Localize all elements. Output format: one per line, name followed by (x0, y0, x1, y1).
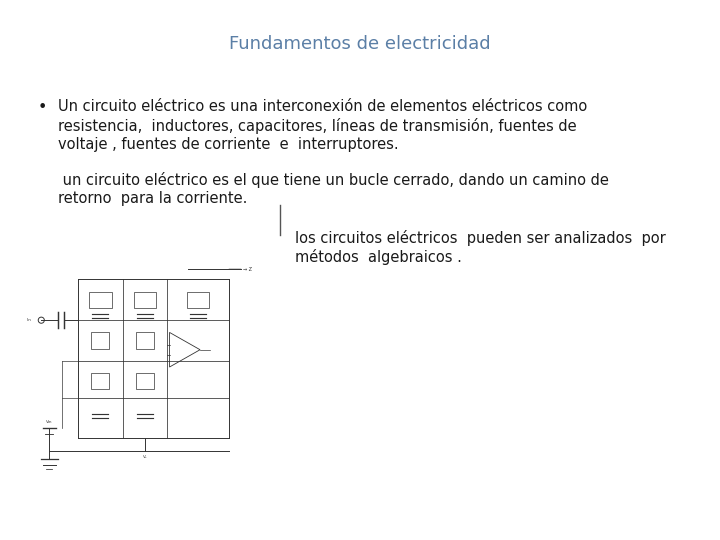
Text: Vin: Vin (46, 420, 53, 424)
Bar (186, 292, 210, 308)
Text: retorno  para la corriente.: retorno para la corriente. (58, 191, 248, 206)
Text: voltaje , fuentes de corriente  e  interruptores.: voltaje , fuentes de corriente e interru… (58, 137, 399, 152)
Text: → Z: → Z (243, 267, 252, 272)
Bar (91, 373, 109, 389)
Text: V₀: V₀ (143, 455, 148, 458)
Text: métodos  algebraicos .: métodos algebraicos . (295, 249, 462, 265)
Text: Iin: Iin (26, 318, 31, 322)
Bar (136, 373, 154, 389)
Text: Fundamentos de electricidad: Fundamentos de electricidad (229, 35, 491, 53)
Bar (136, 333, 154, 349)
Text: Un circuito eléctrico es una interconexión de elementos eléctricos como: Un circuito eléctrico es una interconexi… (58, 99, 588, 114)
Bar (91, 333, 109, 349)
Bar (89, 292, 112, 308)
Bar (134, 292, 156, 308)
Text: los circuitos eléctricos  pueden ser analizados  por: los circuitos eléctricos pueden ser anal… (295, 230, 666, 246)
Text: •: • (38, 100, 48, 115)
Text: resistencia,  inductores, capacitores, líneas de transmisión, fuentes de: resistencia, inductores, capacitores, lí… (58, 118, 577, 134)
Text: un circuito eléctrico es el que tiene un bucle cerrado, dando un camino de: un circuito eléctrico es el que tiene un… (58, 172, 609, 188)
